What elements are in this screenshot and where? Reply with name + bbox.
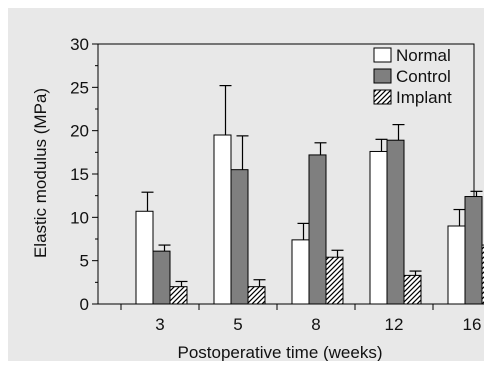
plot-axes [92,43,475,310]
legend-swatch-control [373,68,392,84]
y-tick-label: 5 [80,252,89,271]
bar-control [308,154,327,305]
legend-label-control: Control [396,67,451,86]
bar-control [230,169,249,305]
chart-figure: 0 5 10 15 20 25 30 3 5 8 12 16 Elastic modulus (MPa… [8,8,492,362]
bar-normal [369,150,388,305]
bar-normal [291,239,310,305]
bar-control [464,196,483,305]
y-tick-label: 20 [70,122,89,141]
bar-control [386,139,405,305]
bar-implant [247,286,266,305]
bar-implant [403,274,422,305]
y-tick-label: 25 [70,78,89,97]
y-tick-label: 30 [70,35,89,54]
legend-label-implant: Implant [396,88,452,107]
x-tick-label: 16 [463,315,482,334]
bar-normal [447,225,466,305]
y-tick-label: 15 [70,165,89,184]
x-tick-label: 8 [311,315,320,334]
legend-swatch-normal [373,47,392,63]
x-axis-label: Postoperative time (weeks) [177,343,382,361]
bar-implant [325,256,344,305]
bar-normal [213,134,232,305]
y-tick-label: 0 [80,295,89,314]
bar-implant [481,244,492,305]
legend: Normal Control Implant [373,46,452,107]
legend-label-normal: Normal [396,46,451,65]
bar-normal [135,210,154,305]
bar-series-group [135,84,492,305]
bar-implant [169,286,188,305]
x-tick-label: 3 [155,315,164,334]
legend-swatch-implant [373,89,392,105]
bar-control [152,250,171,305]
x-tick-label: 12 [385,315,404,334]
y-tick-label: 10 [70,208,89,227]
x-tick-label: 5 [233,315,242,334]
y-axis-label: Elastic modulus (MPa) [31,88,50,258]
